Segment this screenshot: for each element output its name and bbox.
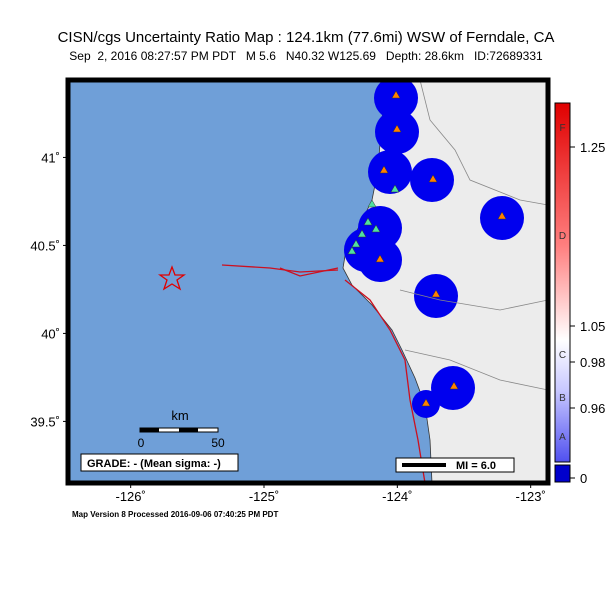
colorbar	[554, 102, 571, 463]
colorbar-label: 0.98	[580, 355, 605, 370]
subtitle: Sep 2, 2016 08:27:57 PM PDT M 5.6 N40.32…	[69, 49, 543, 63]
map	[68, 80, 548, 483]
colorbar-grade: D	[559, 231, 566, 242]
legend-line	[402, 463, 446, 467]
grade: GRADE: - (Mean sigma: -)	[87, 458, 221, 470]
lat-label: 40˚	[41, 326, 60, 341]
colorbar-grade: A	[559, 432, 566, 443]
footer: Map Version 8 Processed 2016-09-06 07:40…	[72, 510, 278, 519]
scale-label: 0	[138, 436, 145, 450]
colorbar-grade: F	[559, 123, 565, 134]
colorbar-label: 1.25	[580, 140, 605, 155]
colorbar-label: 1.05	[580, 319, 605, 334]
colorbar-grade: B	[559, 393, 566, 404]
lat-label: 39.5˚	[30, 414, 60, 429]
legend-label: MI = 6.0	[456, 460, 496, 472]
lon-label: -124˚	[382, 489, 412, 504]
lon-label: -123˚	[515, 489, 545, 504]
lat-label: 40.5˚	[30, 238, 60, 253]
stations	[347, 90, 507, 407]
title: CISN/cgs Uncertainty Ratio Map : 124.1km…	[58, 29, 555, 46]
epicenter	[157, 265, 187, 291]
lon-label: -125˚	[249, 489, 279, 504]
colorbar-grade: C	[559, 350, 566, 361]
scale-label: 50	[211, 436, 225, 450]
lon-label: -126˚	[115, 489, 145, 504]
grade-box	[80, 453, 239, 472]
borders	[399, 80, 548, 391]
scale-bar: km 0 50	[138, 408, 225, 450]
colorbar-zero	[554, 464, 571, 483]
map-frame	[65, 77, 551, 486]
colorbar-label: 0.96	[580, 401, 605, 416]
faults	[221, 264, 426, 483]
scale-unit: km	[171, 408, 188, 423]
lat-label: 41˚	[41, 150, 60, 165]
colorbar-label: 0	[580, 471, 587, 486]
legend-box	[395, 457, 515, 473]
